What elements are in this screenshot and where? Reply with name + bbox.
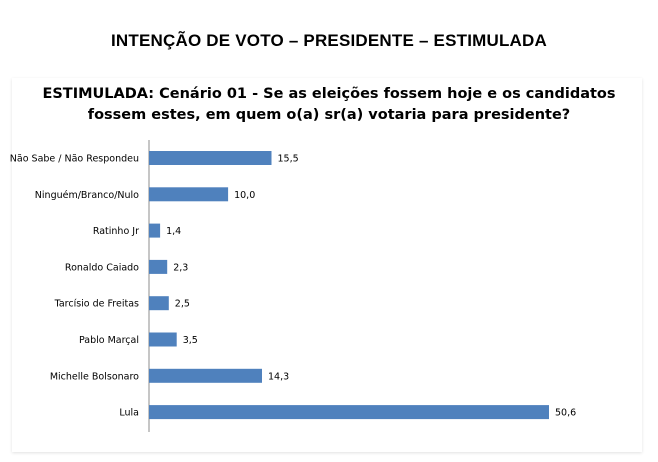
data-label: 3,5 [183,335,198,346]
category-label: Michelle Bolsonaro [50,371,139,382]
bar [149,187,229,202]
bar [149,223,161,238]
chart-title-line-2: fossem estes, em quem o(a) sr(a) votaria… [87,107,571,123]
category-label: Pablo Marçal [79,335,139,346]
data-label: 10,0 [234,190,255,201]
category-label: Ninguém/Branco/Nulo [35,190,139,201]
bar [149,151,272,165]
bar [149,405,549,420]
chart-title-line-1: ESTIMULADA: Cenário 01 - Se as eleições … [42,86,616,102]
data-label: 1,4 [166,226,181,237]
chart-panel [12,78,642,452]
bar [149,259,168,274]
data-label: 50,6 [555,408,576,419]
page-title: INTENÇÃO DE VOTO – PRESIDENTE – ESTIMULA… [111,31,547,50]
bars-group: Não Sabe / Não Respondeu 15,5 Ninguém/Bran… [10,140,576,432]
category-label: Lula [119,408,139,419]
data-label: 2,3 [173,262,188,273]
data-label: 15,5 [278,154,299,165]
data-label: 14,3 [268,371,289,382]
data-label: 2,5 [175,299,190,310]
chart-title: ESTIMULADA: Cenário 01 - Se as eleições … [0,84,658,126]
category-label: Ronaldo Caiado [65,262,139,273]
category-label: Ratinho Jr [93,226,139,237]
category-label: Não Sabe / Não Respondeu [10,154,139,165]
bar [149,332,177,347]
bar [149,368,262,383]
bar [149,296,169,311]
category-label: Tarcísio de Freitas [54,299,139,310]
